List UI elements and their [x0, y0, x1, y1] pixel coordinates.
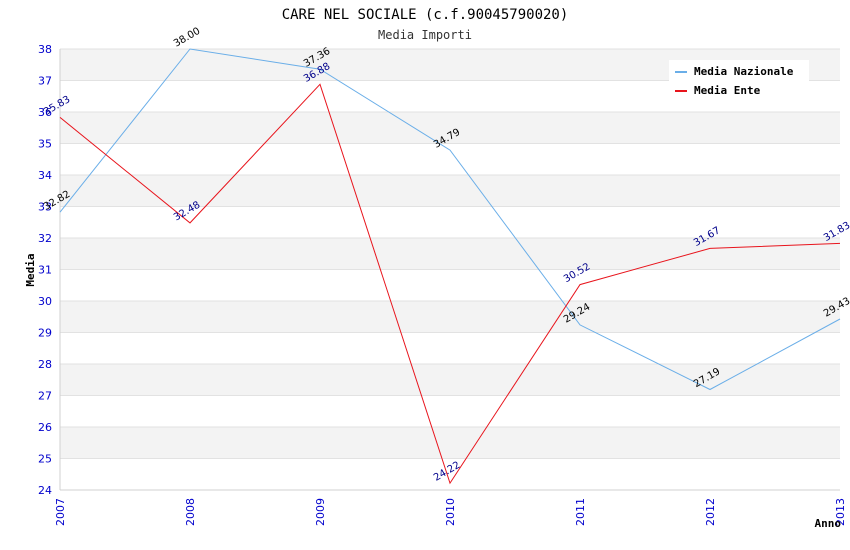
grid-bands [60, 49, 840, 459]
series-line-ente [59, 83, 841, 485]
series-line-nazionale [59, 48, 841, 391]
series-lines [59, 48, 841, 485]
y-tick-label: 37 [38, 75, 52, 88]
y-tick-label: 29 [38, 327, 52, 340]
y-tick-label: 24 [38, 484, 52, 497]
x-tick-label: 2011 [574, 498, 587, 526]
grid-band [60, 112, 840, 144]
y-tick-label: 30 [38, 295, 52, 308]
grid-band [60, 427, 840, 459]
y-tick-label: 38 [38, 43, 52, 56]
x-tick-label: 2009 [314, 498, 327, 526]
grid-band [60, 301, 840, 333]
x-tick-label: 2013 [834, 498, 847, 526]
y-tick-label: 33 [38, 201, 52, 214]
y-tick-label: 25 [38, 453, 52, 466]
y-tick-label: 26 [38, 421, 52, 434]
y-tick-label: 32 [38, 232, 52, 245]
legend: Media Nazionale Media Ente [669, 60, 809, 102]
y-tick-labels: 24 25 26 27 28 29 30 31 32 33 34 35 36 37 38 [38, 43, 52, 497]
legend-label-ente: Media Ente [694, 84, 761, 97]
y-axis-label: Media [24, 253, 37, 286]
chart-subtitle: Media Importi [378, 28, 472, 42]
grid-band [60, 364, 840, 396]
y-tick-label: 27 [38, 390, 52, 403]
legend-label-nazionale: Media Nazionale [694, 65, 794, 78]
x-tick-label: 2007 [54, 498, 67, 526]
chart-title: CARE NEL SOCIALE (c.f.90045790020) [282, 7, 569, 23]
y-tick-label: 34 [38, 169, 52, 182]
x-tick-label: 2008 [184, 498, 197, 526]
y-tick-label: 31 [38, 264, 52, 277]
y-tick-label: 35 [38, 138, 52, 151]
data-label: 32.82 [42, 189, 72, 213]
y-tick-label: 36 [38, 106, 52, 119]
data-label: 24.22 [432, 460, 462, 484]
data-label: 38.00 [172, 26, 202, 50]
x-tick-labels: 2007 2008 2009 2010 2011 2012 2013 [54, 498, 847, 526]
legend-box [669, 60, 809, 102]
gridlines [60, 48, 840, 491]
grid-band [60, 175, 840, 207]
x-tick-label: 2010 [444, 498, 457, 526]
y-tick-label: 28 [38, 358, 52, 371]
x-axis-label: Anno [815, 517, 842, 530]
grid-band [60, 238, 840, 270]
x-tick-label: 2012 [704, 498, 717, 526]
